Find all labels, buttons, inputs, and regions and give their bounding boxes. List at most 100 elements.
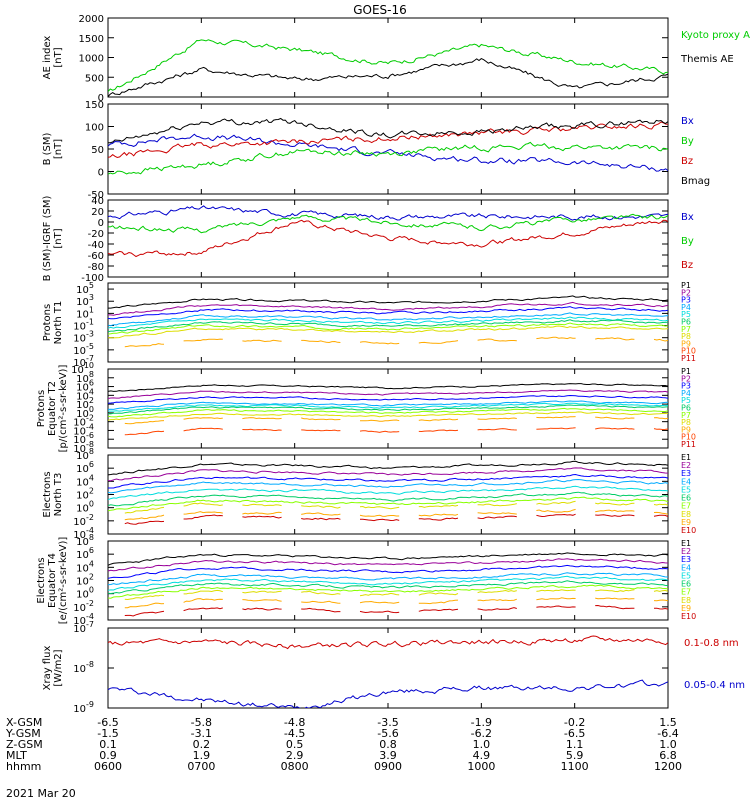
channel-line: [108, 389, 668, 399]
channel-line: [124, 508, 668, 521]
channel-line: [108, 496, 668, 512]
x-axis-row-value: -0.2: [564, 716, 585, 729]
x-axis-row-value: 0.5: [286, 738, 304, 751]
channel-line: [108, 319, 668, 333]
channel-label: E5: [681, 571, 691, 580]
y-axis-label: [W/m2]: [53, 649, 64, 686]
channel-label: P10: [681, 433, 696, 442]
x-axis-row-value: 0.8: [379, 738, 397, 751]
x-axis-row-value: 1000: [467, 760, 495, 773]
y-axis-label: Equator T2: [47, 381, 58, 436]
channel-line: [108, 322, 668, 335]
x-axis-row-label: hhmm: [6, 760, 41, 773]
x-axis-row-value: 2.9: [286, 749, 304, 762]
panel-data: [108, 117, 668, 175]
x-axis-row-value: 0900: [374, 760, 402, 773]
channel-label: P1: [681, 281, 691, 290]
channel-label: E10: [681, 612, 696, 621]
channel-label: E4: [681, 563, 691, 572]
y-axis-label: Protons: [42, 304, 53, 341]
channel-line: [108, 325, 668, 339]
x-axis-row-label: Y-GSM: [5, 727, 41, 740]
channel-label: E8: [681, 596, 691, 605]
series-line: [108, 213, 668, 234]
channel-label: E5: [681, 485, 691, 494]
channel-line: [124, 416, 668, 425]
legend-label: Bx: [681, 116, 694, 127]
x-axis-row-value: 0800: [281, 760, 309, 773]
channel-line: [108, 383, 668, 392]
channel-label: P4: [681, 389, 691, 398]
channel-label: E4: [681, 477, 691, 486]
channel-label: P8: [681, 332, 691, 341]
channel-line: [124, 513, 668, 525]
channel-line: [108, 404, 668, 415]
y-tick-label: -100: [81, 273, 104, 284]
x-axis-row-value: -1.9: [471, 716, 492, 729]
y-tick-label: 40: [91, 196, 104, 207]
channel-line: [108, 460, 668, 476]
y-axis-label: B (SM): [42, 132, 53, 165]
legend-label: Themis AE: [680, 54, 734, 65]
channel-label: E3: [681, 555, 691, 564]
x-axis-row-value: 0.9: [99, 749, 117, 762]
panel-data: [108, 552, 668, 617]
channel-line: [108, 411, 668, 421]
x-axis-row-value: 0.1: [99, 738, 117, 751]
channel-line: [108, 301, 668, 316]
channel-line: [108, 316, 668, 329]
y-tick-label: -80: [88, 262, 104, 273]
legend-label: Kyoto proxy AE: [681, 30, 750, 41]
x-axis-row-value: 1.1: [566, 738, 584, 751]
x-axis-row-value: 5.9: [566, 749, 584, 762]
channel-label: P11: [681, 440, 696, 449]
x-axis-row-value: -5.6: [377, 727, 398, 740]
x-axis-row-label: X-GSM: [6, 716, 42, 729]
channel-label: P6: [681, 318, 691, 327]
channel-label: E6: [681, 494, 691, 503]
panel-frame: [107, 199, 669, 278]
legend-label: Bz: [681, 156, 693, 167]
channel-label: E2: [681, 547, 691, 556]
panel-data: [108, 39, 668, 97]
panel-5: 10-810-610-410-21001021041061081010Proto…: [36, 361, 696, 455]
channel-label: P7: [681, 411, 691, 420]
channel-line: [108, 575, 668, 591]
channel-label: E8: [681, 510, 691, 519]
y-axis-label: North T3: [53, 473, 64, 517]
channel-label: P5: [681, 396, 691, 405]
y-axis-label: Electrons: [36, 557, 47, 603]
channel-line: [124, 500, 668, 514]
x-axis-row-value: 3.9: [379, 749, 397, 762]
panel-1: 2000 1500 1000 500 0 AE index [nT] Kyoto proxy …: [42, 14, 750, 104]
channel-line: [108, 485, 668, 501]
channel-label: E10: [681, 526, 696, 535]
channel-line: [108, 467, 668, 482]
y-axis-label: Equator T4: [47, 553, 58, 608]
y-axis-label: [nT]: [53, 228, 64, 248]
channel-label: E7: [681, 502, 691, 511]
channel-line: [108, 491, 668, 507]
y-tick-label: -40: [88, 240, 104, 251]
x-axis-row-value: 1100: [561, 760, 589, 773]
channel-line: [124, 427, 668, 436]
y-tick-label: 0: [98, 93, 104, 104]
legend-label: 0.05-0.4 nm: [684, 680, 745, 691]
x-axis-row-value: -5.8: [191, 716, 212, 729]
x-axis-row-value: -4.8: [284, 716, 305, 729]
legend-label: Bz: [681, 260, 693, 271]
channel-label: E7: [681, 588, 691, 597]
channel-line: [108, 584, 668, 599]
channel-label: E9: [681, 604, 691, 613]
y-tick-label: 1500: [79, 34, 104, 45]
channel-label: P2: [681, 374, 691, 383]
channel-label: E6: [681, 580, 691, 589]
channel-label: P5: [681, 310, 691, 319]
y-tick-label: 2000: [79, 14, 104, 25]
plot-title: GOES-16: [353, 3, 407, 17]
channel-label: P9: [681, 339, 691, 348]
